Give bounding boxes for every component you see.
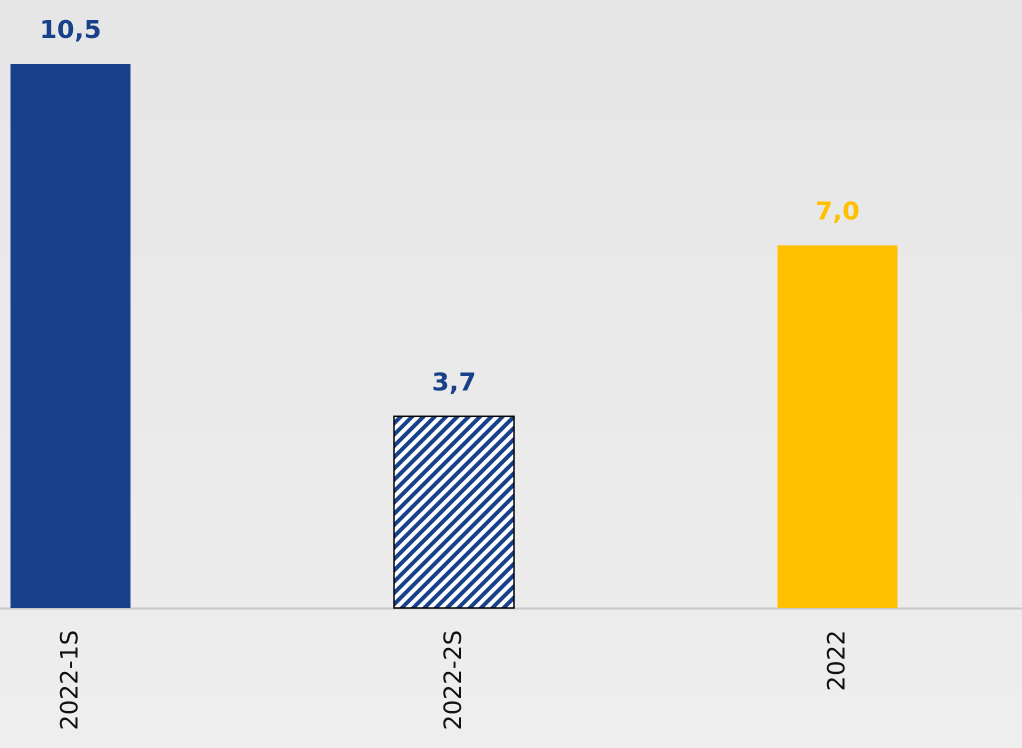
x-tick-label: 2022 [823,630,851,691]
bar [10,64,131,608]
bar [393,415,515,609]
value-label: 7,0 [815,196,859,225]
x-tick-label: 2022-2S [439,630,467,730]
bar [777,245,898,609]
value-label: 3,7 [432,367,476,396]
x-tick-label: 2022-1S [56,630,84,730]
value-label: 10,5 [40,15,102,44]
